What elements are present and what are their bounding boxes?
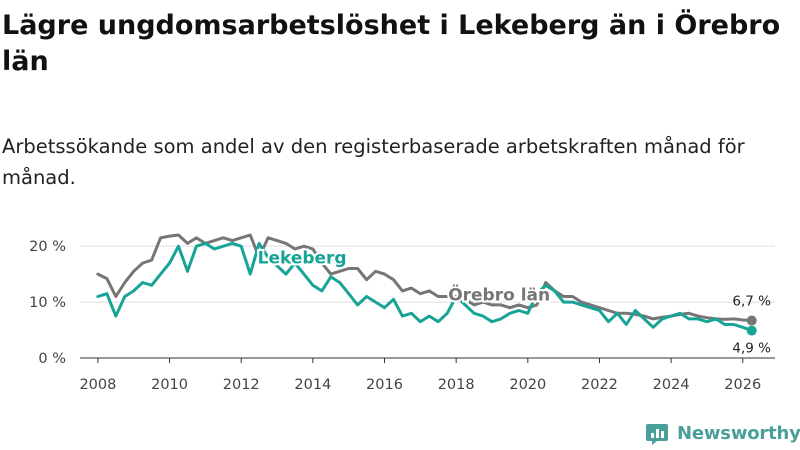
line-chart: 0 % 10 % 20 % 2008 2010 2012 2014 2016 2018 2020… bbox=[29, 233, 775, 393]
x-tick-label: 2012 bbox=[223, 377, 260, 393]
y-tick-label: 10 % bbox=[29, 295, 66, 311]
x-tick-label: 2026 bbox=[724, 377, 761, 393]
series-line-lekeberg bbox=[96, 241, 754, 333]
series-labels: 6,7 % 4,9 % Lekeberg Örebro län bbox=[256, 247, 772, 357]
x-tick-label: 2008 bbox=[79, 377, 116, 393]
newsworthy-icon bbox=[646, 424, 668, 445]
y-tick-label: 0 % bbox=[38, 351, 66, 367]
x-tick-label: 2016 bbox=[366, 377, 403, 393]
series-lines bbox=[96, 233, 757, 336]
y-tick-label: 20 % bbox=[29, 239, 66, 255]
series-name-label: Lekeberg bbox=[258, 249, 347, 269]
x-tick-label: 2022 bbox=[581, 377, 618, 393]
x-axis: 2008 2010 2012 2014 2016 2018 2020 2022 2024 2026 bbox=[79, 358, 761, 393]
x-tick-label: 2010 bbox=[151, 377, 188, 393]
y-axis: 0 % 10 % 20 % bbox=[29, 239, 66, 367]
series-end-dot bbox=[746, 325, 757, 336]
x-tick-label: 2014 bbox=[294, 377, 331, 393]
chart-title: Lägre ungdomsarbetslöshet i Lekeberg än … bbox=[2, 10, 781, 77]
newsworthy-logo[interactable]: Newsworthy bbox=[645, 420, 800, 446]
x-tick-label: 2020 bbox=[509, 377, 546, 393]
end-value-label: 6,7 % bbox=[732, 294, 771, 310]
series-end-dot bbox=[746, 315, 757, 326]
end-value-label: 4,9 % bbox=[732, 341, 771, 357]
x-tick-label: 2018 bbox=[438, 377, 475, 393]
newsworthy-wordmark: Newsworthy bbox=[677, 422, 800, 444]
chart-subtitle: Arbetssökande som andel av den registerb… bbox=[2, 135, 745, 189]
series-name-label: Örebro län bbox=[448, 283, 550, 305]
x-tick-label: 2024 bbox=[653, 377, 690, 393]
